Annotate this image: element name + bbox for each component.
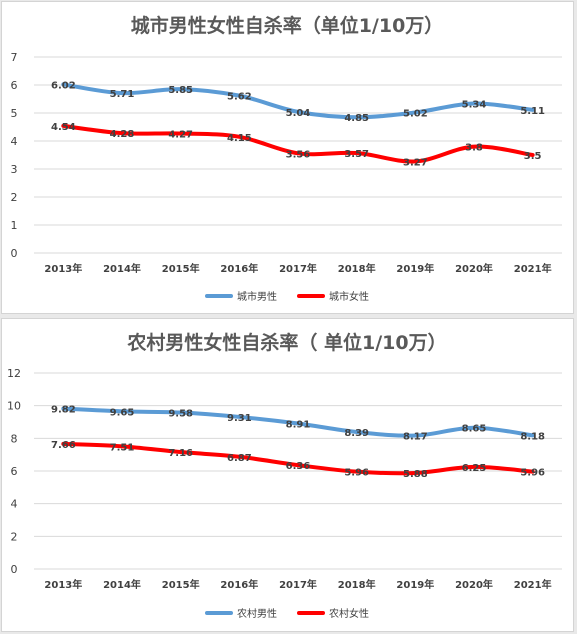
urban-y-tick-label: 0: [11, 247, 18, 260]
urban-data-label: 3.8: [465, 143, 483, 154]
rural-data-label: 6.36: [286, 461, 311, 472]
urban-data-label: 5.02: [403, 108, 428, 119]
urban-data-label: 4.28: [110, 129, 135, 140]
urban-x-tick-label: 2019年: [396, 262, 434, 275]
urban-x-tick-label: 2015年: [162, 262, 200, 275]
rural-data-label: 8.39: [344, 428, 369, 439]
urban-data-label: 5.62: [227, 92, 252, 103]
rural-x-tick-label: 2018年: [338, 578, 376, 591]
urban-data-label: 5.71: [110, 89, 135, 100]
rural-data-label: 5.96: [344, 468, 369, 479]
urban-y-tick-label: 7: [11, 51, 18, 64]
urban-data-label: 3.56: [286, 149, 311, 160]
urban-data-label: 5.34: [462, 99, 487, 110]
rural-series-line-1: [61, 441, 535, 476]
urban-y-tick-label: 3: [11, 163, 18, 176]
urban-data-label: 5.85: [168, 85, 193, 96]
rural-x-tick-label: 2019年: [396, 578, 434, 591]
urban-y-tick-label: 1: [11, 219, 18, 232]
rural-data-label: 5.88: [403, 469, 428, 480]
urban-x-tick-label: 2017年: [279, 262, 317, 275]
rural-legend-label: 农村男性: [237, 607, 277, 620]
urban-chart-title: 城市男性女性自杀率（单位1/10万）: [131, 14, 444, 37]
urban-x-tick-label: 2018年: [338, 262, 376, 275]
rural-chart-panel: 农村男性女性自杀率（ 单位1/10万） 0 2 4 6 8 10 12 2013年 2014年 20…: [1, 318, 574, 632]
urban-data-label: 4.54: [51, 122, 76, 133]
rural-y-tick-label: 10: [7, 400, 21, 413]
rural-x-tick-label: 2021年: [514, 578, 552, 591]
urban-x-tick-label: 2014年: [103, 262, 141, 275]
rural-data-label: 9.82: [51, 405, 76, 416]
urban-y-tick-label: 6: [11, 79, 18, 92]
rural-data-label: 9.58: [168, 409, 193, 420]
rural-data-label: 8.17: [403, 432, 428, 443]
rural-legend-label: 农村女性: [329, 607, 369, 620]
rural-data-label: 9.31: [227, 413, 252, 424]
urban-x-tick-label: 2016年: [220, 262, 258, 275]
urban-legend-label: 城市男性: [237, 290, 277, 303]
rural-y-tick-label: 0: [11, 563, 18, 576]
rural-y-tick-label: 4: [11, 498, 18, 511]
rural-data-label: 8.91: [286, 419, 311, 430]
rural-data-label: 7.66: [51, 440, 76, 451]
urban-data-label: 3.27: [403, 157, 428, 168]
urban-y-tick-label: 4: [11, 135, 18, 148]
rural-chart: 农村男性女性自杀率（ 单位1/10万） 0 2 4 6 8 10 12 2013年 2014年 20…: [7, 331, 562, 620]
urban-data-label: 3.5: [524, 151, 542, 162]
rural-y-tick-label: 6: [11, 465, 18, 478]
urban-data-label: 5.04: [286, 108, 311, 119]
urban-chart: 城市男性女性自杀率（单位1/10万） 0 1 2 3 4 5 6 7 2013年 2014年 2015…: [11, 14, 562, 303]
rural-data-label: 5.96: [520, 468, 545, 479]
rural-chart-title: 农村男性女性自杀率（ 单位1/10万）: [126, 331, 446, 354]
rural-x-tick-label: 2020年: [455, 578, 493, 591]
rural-x-tick-label: 2015年: [162, 578, 200, 591]
rural-data-label: 9.65: [110, 407, 135, 418]
urban-x-tick-label: 2020年: [455, 262, 493, 275]
urban-series-line-1: [61, 123, 535, 164]
rural-y-tick-label: 2: [11, 530, 18, 543]
urban-y-tick-label: 5: [11, 107, 18, 120]
urban-chart-panel: 城市男性女性自杀率（单位1/10万） 0 1 2 3 4 5 6 7 2013年 2014年 2015…: [1, 1, 574, 314]
urban-x-tick-label: 2013年: [44, 262, 82, 275]
rural-y-tick-label: 12: [7, 367, 21, 380]
rural-data-label: 7.51: [110, 442, 135, 453]
rural-x-tick-label: 2014年: [103, 578, 141, 591]
urban-data-label: 4.85: [344, 113, 369, 124]
rural-data-label: 8.65: [462, 424, 487, 435]
urban-data-label: 4.27: [168, 129, 193, 140]
urban-series-line-0: [61, 82, 535, 120]
rural-data-label: 6.87: [227, 453, 252, 464]
rural-x-tick-label: 2016年: [220, 578, 258, 591]
urban-y-tick-label: 2: [11, 191, 18, 204]
urban-data-label: 5.11: [520, 106, 545, 117]
rural-data-label: 8.18: [520, 431, 545, 442]
rural-data-label: 7.16: [168, 448, 193, 459]
urban-data-label: 3.57: [344, 149, 369, 160]
urban-legend-label: 城市女性: [329, 290, 369, 303]
rural-series-line-0: [61, 406, 535, 438]
rural-y-tick-label: 8: [11, 432, 18, 445]
urban-data-label: 6.02: [51, 80, 76, 91]
urban-x-tick-label: 2021年: [514, 262, 552, 275]
urban-data-label: 4.15: [227, 133, 252, 144]
rural-x-tick-label: 2013年: [44, 578, 82, 591]
rural-x-tick-label: 2017年: [279, 578, 317, 591]
rural-data-label: 6.25: [462, 463, 487, 474]
